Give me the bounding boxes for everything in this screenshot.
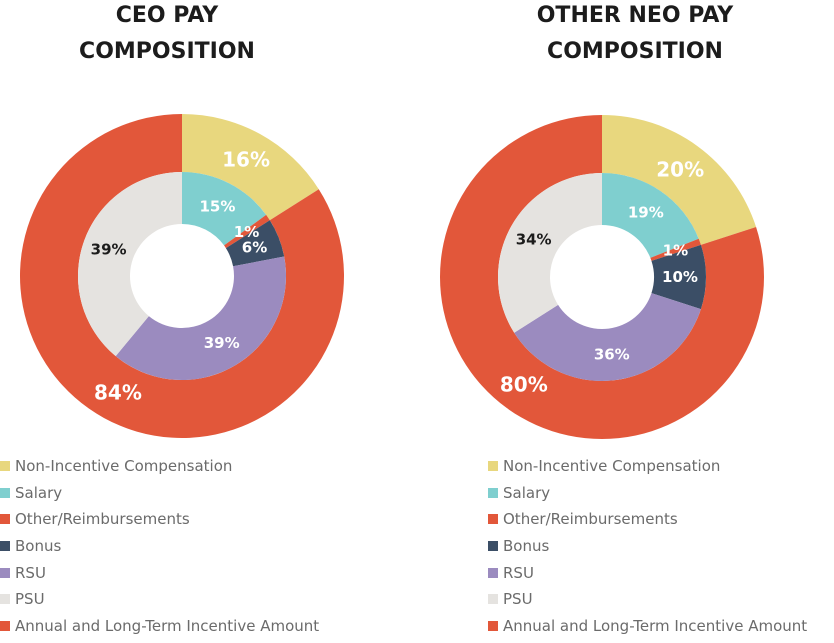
neo-donut-chart: 20% 80% 19% 1% 10% 36% 34%	[440, 115, 764, 439]
legend-item-rsu: RSU	[488, 563, 834, 590]
legend-label: RSU	[15, 563, 46, 582]
ceo-pay-chart: CEO PAY COMPOSITION 16% 84% 15% 1% 6% 39% 39% …	[0, 0, 410, 642]
inner-slice-psu	[498, 173, 602, 333]
legend-swatch	[488, 594, 498, 605]
legend-label: Salary	[503, 483, 551, 502]
inner-label-rsu: 39%	[204, 334, 240, 352]
legend-swatch	[0, 621, 10, 632]
inner-label-other-reimbursements: 1%	[234, 223, 259, 241]
neo-legend: Non-Incentive Compensation Salary Other/Re…	[488, 456, 834, 643]
legend-item-bonus: Bonus	[0, 536, 420, 563]
neo-pay-chart: OTHER NEO PAY COMPOSITION 20% 80% 19% 1% 10%…	[420, 0, 830, 642]
legend-item-salary: Salary	[488, 483, 834, 510]
legend-label: Bonus	[15, 537, 62, 556]
legend-swatch	[0, 487, 10, 498]
legend-label: Salary	[15, 483, 63, 502]
legend-swatch	[488, 541, 498, 552]
outer-label-annual-and-long-term-incentive-amount: 80%	[500, 373, 548, 397]
legend-swatch	[0, 594, 10, 605]
ceo-legend: Non-Incentive Compensation Salary Other/Re…	[0, 456, 420, 643]
legend-item-other-reimbursements: Other/Reimbursements	[0, 509, 420, 536]
legend-label: RSU	[503, 563, 534, 582]
inner-label-psu: 34%	[516, 230, 552, 248]
inner-slice-other-reimbursements	[650, 238, 701, 261]
legend-label: Non-Incentive Compensation	[15, 457, 233, 475]
legend-swatch	[488, 514, 498, 525]
legend-label: PSU	[503, 590, 533, 609]
chart-title: CEO PAY COMPOSITION	[79, 3, 255, 64]
inner-slice-other-reimbursements	[224, 214, 270, 249]
outer-slice-annual-and-long-term-incentive-amount	[440, 115, 764, 439]
legend-label: Other/Reimbursements	[503, 510, 678, 529]
legend-item-rsu: RSU	[0, 563, 420, 590]
legend-swatch	[488, 621, 498, 632]
outer-label-non-incentive-compensation: 20%	[656, 157, 704, 181]
legend-label: Annual and Long-Term Incentive Amount	[503, 617, 808, 636]
legend-swatch	[0, 541, 10, 552]
legend-label: PSU	[15, 590, 45, 609]
inner-label-bonus: 6%	[242, 238, 267, 256]
legend-item-bonus: Bonus	[488, 536, 834, 563]
inner-label-psu: 39%	[91, 241, 127, 259]
outer-slice-non-incentive-compensation	[182, 114, 319, 221]
chart-title: OTHER NEO PAY COMPOSITION	[536, 3, 734, 64]
inner-slice-salary	[602, 173, 699, 258]
outer-label-annual-and-long-term-incentive-amount: 84%	[94, 381, 142, 405]
legend-swatch	[488, 487, 498, 498]
legend-item-annual-and-long-term-incentive-amount: Annual and Long-Term Incentive Amount	[0, 616, 420, 643]
legend-item-non-incentive-compensation: Non-Incentive Compensation	[488, 456, 834, 483]
inner-slice-psu	[77, 172, 182, 357]
outer-slice-annual-and-long-term-incentive-amount	[20, 114, 345, 438]
legend-item-psu: PSU	[488, 589, 834, 616]
inner-label-rsu: 36%	[594, 345, 630, 363]
legend-swatch	[488, 461, 498, 471]
legend-swatch	[488, 567, 498, 578]
inner-slice-bonus	[225, 220, 285, 267]
inner-slice-rsu	[514, 293, 701, 382]
inner-label-salary: 15%	[199, 198, 235, 216]
legend-swatch	[0, 514, 10, 525]
inner-slice-rsu	[115, 256, 286, 381]
legend-label: Annual and Long-Term Incentive Amount	[15, 617, 320, 636]
outer-label-non-incentive-compensation: 16%	[222, 147, 270, 171]
legend-item-non-incentive-compensation: Non-Incentive Compensation	[0, 456, 420, 483]
legend-swatch	[0, 461, 10, 471]
inner-label-salary: 19%	[628, 203, 664, 221]
outer-slice-non-incentive-compensation	[602, 115, 757, 245]
legend-item-annual-and-long-term-incentive-amount: Annual and Long-Term Incentive Amount	[488, 616, 834, 643]
ceo-donut-chart: 16% 84% 15% 1%6% 39% 39%	[20, 114, 345, 438]
legend-label: Other/Reimbursements	[15, 510, 190, 529]
inner-slice-salary	[182, 172, 267, 246]
legend-label: Bonus	[503, 537, 550, 556]
inner-slice-bonus	[651, 244, 706, 310]
legend-label: Non-Incentive Compensation	[503, 457, 721, 475]
inner-label-other-reimbursements: 1%	[663, 242, 688, 260]
legend-item-salary: Salary	[0, 483, 420, 510]
legend-item-other-reimbursements: Other/Reimbursements	[488, 509, 834, 536]
legend-swatch	[0, 567, 10, 578]
inner-label-bonus: 10%	[662, 268, 698, 286]
legend-item-psu: PSU	[0, 589, 420, 616]
